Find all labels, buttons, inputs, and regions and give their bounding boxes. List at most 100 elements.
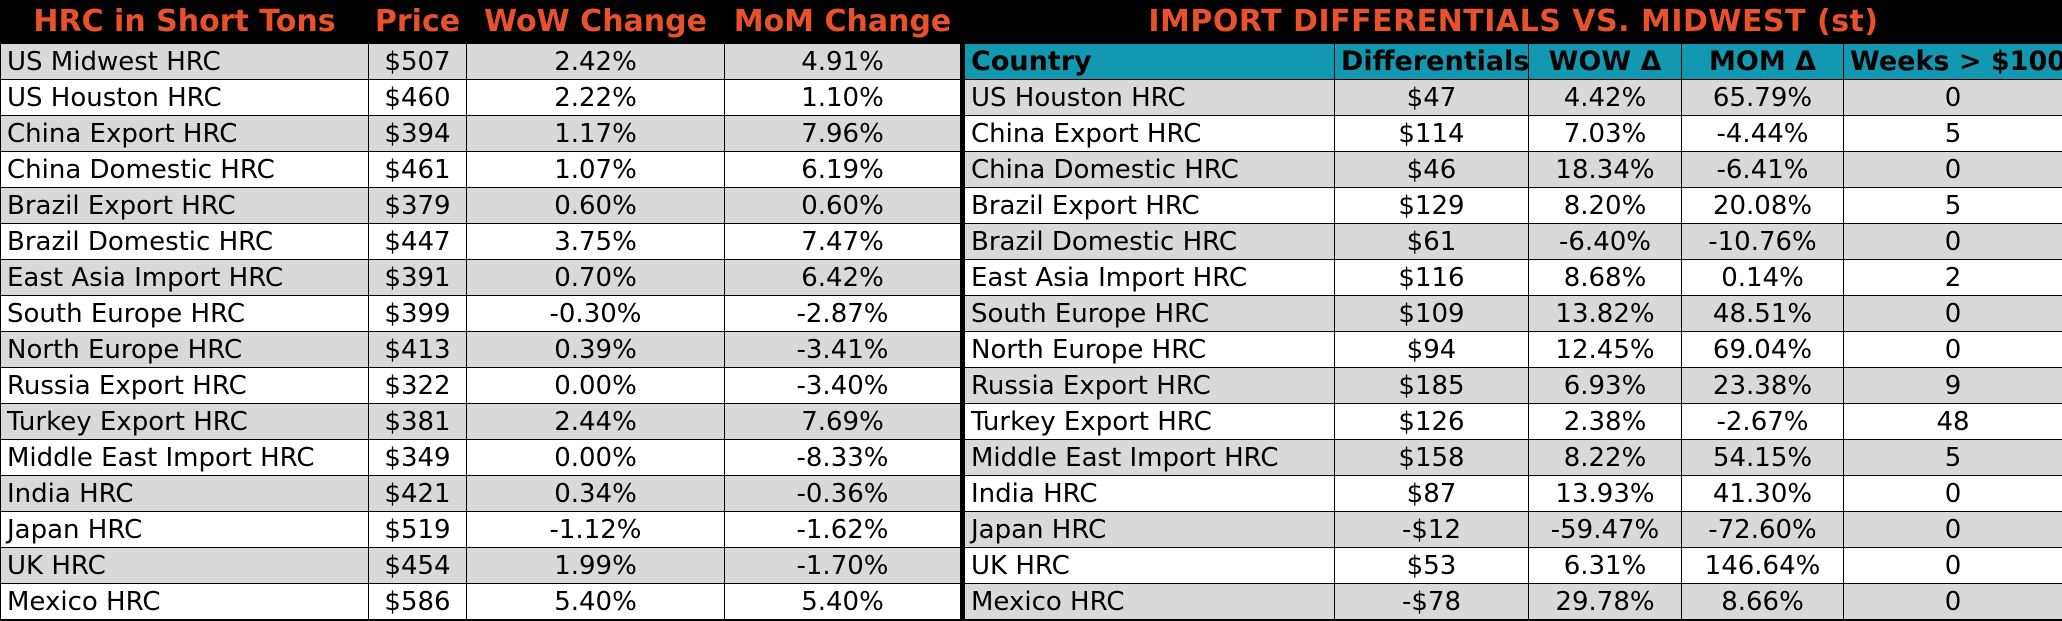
differential-cell: $46 [1334,151,1529,188]
wow-delta-cell: 2.38% [1528,403,1682,440]
price-cell: $586 [368,583,467,620]
mom-delta-cell: 20.08% [1681,187,1844,224]
wow-change-cell: 0.70% [466,259,725,296]
differential-cell: $126 [1334,403,1529,440]
mom-change-cell: 4.91% [724,43,961,80]
mom-change-cell: 7.69% [724,403,961,440]
weeks-over-100-cell: 48 [1843,403,2062,440]
mom-change-cell: 6.19% [724,151,961,188]
table-row: India HRC $87 13.93% 41.30% 0 [964,475,2062,512]
table-row: Russia Export HRC $322 0.00% -3.40% [0,367,961,404]
mom-delta-cell: 8.66% [1681,583,1844,620]
price-cell: $391 [368,259,467,296]
table-row: South Europe HRC $109 13.82% 48.51% 0 [964,295,2062,332]
country-cell: China Export HRC [964,115,1335,152]
country-cell: US Houston HRC [964,79,1335,116]
price-cell: $349 [368,439,467,476]
country-cell: UK HRC [964,547,1335,584]
differential-cell: $185 [1334,367,1529,404]
differential-cell: $47 [1334,79,1529,116]
price-cell: $394 [368,115,467,152]
wow-delta-cell: 8.22% [1528,439,1682,476]
mom-change-cell: -1.62% [724,511,961,548]
table-row: UK HRC $53 6.31% 146.64% 0 [964,547,2062,584]
wow-change-cell: 5.40% [466,583,725,620]
weeks-over-100-column-header: Weeks > $100 [1843,43,2062,80]
wow-change-cell: 3.75% [466,223,725,260]
product-name-cell: China Export HRC [0,115,369,152]
country-cell: Russia Export HRC [964,367,1335,404]
differentials-title: IMPORT DIFFERENTIALS VS. MIDWEST (st) [964,0,2062,44]
country-cell: Mexico HRC [964,583,1335,620]
table-row: East Asia Import HRC $116 8.68% 0.14% 2 [964,259,2062,296]
wow-change-cell: 1.07% [466,151,725,188]
mom-change-cell: -8.33% [724,439,961,476]
differential-cell: -$78 [1334,583,1529,620]
table-row: UK HRC $454 1.99% -1.70% [0,547,961,584]
mom-delta-cell: 69.04% [1681,331,1844,368]
product-name-cell: US Houston HRC [0,79,369,116]
wow-delta-cell: 13.93% [1528,475,1682,512]
wow-change-cell: 0.34% [466,475,725,512]
price-cell: $379 [368,187,467,224]
wow-delta-cell: -6.40% [1528,223,1682,260]
weeks-over-100-cell: 0 [1843,583,2062,620]
mom-delta-cell: 23.38% [1681,367,1844,404]
country-column-header: Country [964,43,1335,80]
country-cell: South Europe HRC [964,295,1335,332]
wow-change-cell: 2.22% [466,79,725,116]
price-cell: $413 [368,331,467,368]
country-cell: Middle East Import HRC [964,439,1335,476]
product-name-cell: Brazil Domestic HRC [0,223,369,260]
wow-change-cell: 2.42% [466,43,725,80]
product-name-cell: Mexico HRC [0,583,369,620]
mom-change-cell: 5.40% [724,583,961,620]
wow-delta-cell: 6.31% [1528,547,1682,584]
mom-change-cell: -1.70% [724,547,961,584]
weeks-over-100-cell: 0 [1843,151,2062,188]
table-row: China Domestic HRC $461 1.07% 6.19% [0,151,961,188]
table-row: Japan HRC $519 -1.12% -1.62% [0,511,961,548]
price-cell: $507 [368,43,467,80]
table-row: India HRC $421 0.34% -0.36% [0,475,961,512]
product-name-cell: US Midwest HRC [0,43,369,80]
differential-cell: -$12 [1334,511,1529,548]
mom-delta-cell: -6.41% [1681,151,1844,188]
mom-delta-cell: -4.44% [1681,115,1844,152]
weeks-over-100-cell: 5 [1843,187,2062,224]
table-row: China Domestic HRC $46 18.34% -6.41% 0 [964,151,2062,188]
product-name-cell: China Domestic HRC [0,151,369,188]
weeks-over-100-cell: 0 [1843,547,2062,584]
price-cell: $322 [368,367,467,404]
wow-delta-cell: 4.42% [1528,79,1682,116]
hrc-price-panel: HRC in Short Tons Price WoW Change MoM Chan… [0,0,961,620]
wow-delta-cell: 18.34% [1528,151,1682,188]
weeks-over-100-cell: 0 [1843,331,2062,368]
mom-change-cell: -2.87% [724,295,961,332]
product-name-cell: South Europe HRC [0,295,369,332]
weeks-over-100-cell: 5 [1843,439,2062,476]
table-row: East Asia Import HRC $391 0.70% 6.42% [0,259,961,296]
mom-change-cell: 7.96% [724,115,961,152]
weeks-over-100-cell: 2 [1843,259,2062,296]
table-row: Brazil Domestic HRC $447 3.75% 7.47% [0,223,961,260]
table-row: Brazil Export HRC $129 8.20% 20.08% 5 [964,187,2062,224]
mom-delta-column-header: MOM Δ [1681,43,1844,80]
table-row: Japan HRC -$12 -59.47% -72.60% 0 [964,511,2062,548]
table-row: US Midwest HRC $507 2.42% 4.91% [0,43,961,80]
wow-change-cell: 1.99% [466,547,725,584]
hrc-price-table: HRC in Short Tons Price WoW Change MoM Chan… [0,0,961,620]
product-name-cell: India HRC [0,475,369,512]
table-row: North Europe HRC $413 0.39% -3.41% [0,331,961,368]
wow-delta-cell: 8.68% [1528,259,1682,296]
differential-cell: $53 [1334,547,1529,584]
mom-delta-cell: 41.30% [1681,475,1844,512]
product-name-cell: Russia Export HRC [0,367,369,404]
differential-cell: $87 [1334,475,1529,512]
mom-delta-cell: -72.60% [1681,511,1844,548]
price-cell: $454 [368,547,467,584]
weeks-over-100-cell: 0 [1843,79,2062,116]
differentials-column-header: Differentials [1334,43,1529,80]
mom-change-cell: -3.40% [724,367,961,404]
